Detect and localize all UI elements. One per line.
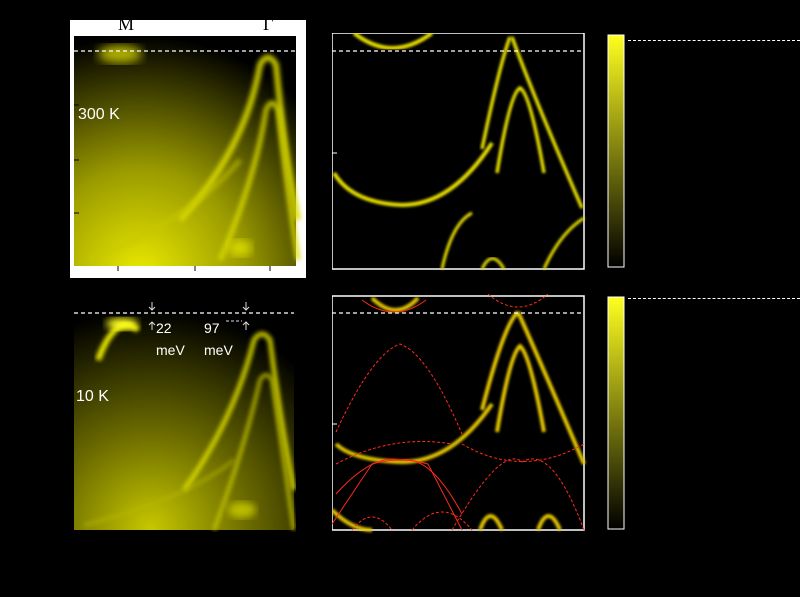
calc-300k-map [332, 33, 625, 270]
gap-value-right: 97 [204, 320, 220, 336]
panel-calc-10k [332, 294, 632, 534]
k-label-m: M [118, 20, 135, 34]
panel-calc-300k [332, 33, 632, 271]
panel-arpes-10k: 22 meV 97 meV 10 K [74, 300, 296, 532]
gap-unit-right: meV [204, 342, 233, 358]
arpes-300k-map [74, 36, 301, 271]
k-label-gamma: Γ [263, 20, 274, 34]
temperature-label-300k: 300 K [78, 106, 120, 123]
temperature-label-10k: 10 K [76, 388, 109, 405]
fermi-extension-bottom [628, 298, 800, 299]
fermi-extension-top [628, 40, 800, 41]
arpes-10k-map [74, 302, 296, 531]
calc-10k-map [332, 294, 625, 532]
gap-unit-left: meV [156, 342, 185, 358]
panel-arpes-300k: M Γ 300 K [70, 20, 306, 278]
gap-value-left: 22 [156, 320, 172, 336]
